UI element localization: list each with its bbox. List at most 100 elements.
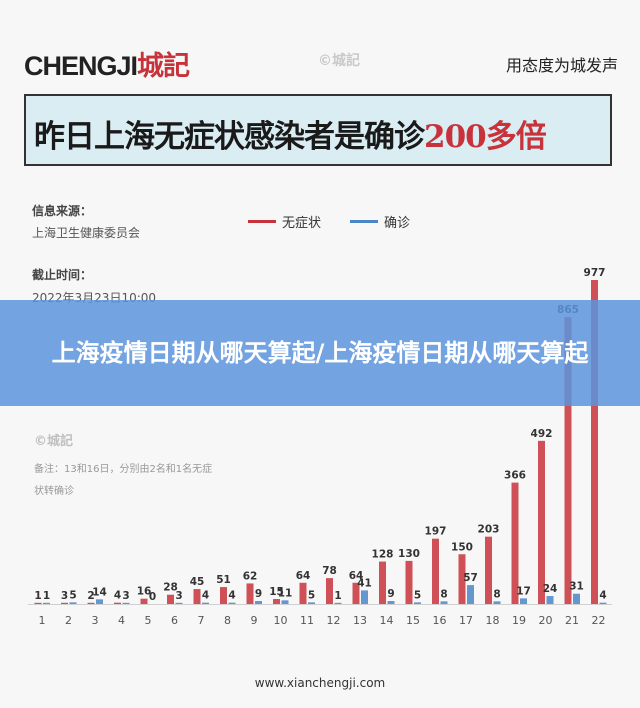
label-asymptomatic-13: 64 (349, 570, 364, 582)
legend-label-asymptomatic: 无症状 (282, 216, 322, 231)
label-asymptomatic-10: 15 (269, 586, 284, 598)
bar-confirmed-12 (334, 602, 342, 604)
bar-confirmed-21 (573, 593, 580, 604)
banner-title: 上海疫情日期从哪天算起/上海疫情日期从哪天算起 (51, 339, 589, 367)
bar-asymptomatic-9 (246, 583, 254, 604)
bar-asymptomatic-14 (379, 561, 386, 604)
bar-asymptomatic-4 (114, 602, 121, 604)
bar-confirmed-2 (69, 602, 77, 604)
bar-confirmed-19 (520, 598, 527, 604)
label-asymptomatic-8: 51 (216, 574, 231, 586)
bar-asymptomatic-10 (273, 599, 280, 604)
label-confirmed-6: 3 (175, 590, 182, 602)
label-confirmed-18: 8 (493, 588, 500, 600)
bar-confirmed-22 (599, 602, 607, 604)
bar-asymptomatic-3 (87, 602, 95, 604)
x-tick-3: 3 (92, 614, 99, 627)
watermark-top: ©城記 (318, 50, 360, 70)
x-tick-9: 9 (251, 614, 258, 627)
bar-asymptomatic-15 (405, 560, 413, 604)
label-asymptomatic-16: 197 (425, 526, 447, 538)
bar-confirmed-6 (175, 602, 183, 604)
label-confirmed-20: 24 (543, 583, 558, 595)
bar-confirmed-4 (122, 602, 130, 604)
label-confirmed-16: 8 (440, 588, 447, 600)
label-asymptomatic-7: 45 (190, 576, 205, 588)
x-tick-22: 22 (592, 614, 606, 627)
headline-box: 昨日上海无症状感染者是确诊200多倍 (24, 94, 612, 166)
source-value: 上海卫生健康委员会 (32, 226, 141, 240)
label-asymptomatic-2: 3 (61, 590, 68, 602)
source-label: 信息来源： (32, 204, 93, 218)
label-confirmed-2: 5 (69, 589, 76, 601)
label-asymptomatic-18: 203 (478, 524, 500, 536)
label-confirmed-5: 0 (149, 591, 156, 603)
bar-confirmed-14 (387, 601, 395, 604)
x-tick-19: 19 (512, 614, 526, 627)
bar-asymptomatic-17 (458, 554, 466, 604)
label-asymptomatic-11: 64 (296, 570, 311, 582)
label-asymptomatic-22: 977 (584, 267, 606, 279)
watermark-middle: ©城記 (34, 430, 73, 449)
label-confirmed-14: 9 (387, 588, 394, 600)
time-label: 截止时间： (32, 268, 93, 282)
bar-confirmed-8 (228, 602, 236, 604)
x-tick-11: 11 (300, 614, 314, 627)
bar-asymptomatic-16 (432, 538, 439, 604)
bar-confirmed-17 (467, 585, 474, 604)
legend-swatch-confirmed (350, 220, 378, 223)
bar-confirmed-13 (361, 590, 368, 604)
x-tick-2: 2 (65, 614, 72, 627)
bar-asymptomatic-7 (193, 589, 201, 604)
bar-asymptomatic-21 (564, 317, 572, 604)
label-confirmed-9: 9 (255, 588, 262, 600)
label-confirmed-1: 1 (43, 590, 50, 602)
label-confirmed-8: 4 (228, 590, 235, 602)
bar-confirmed-7 (202, 602, 209, 604)
label-confirmed-13: 41 (357, 577, 372, 589)
label-confirmed-22: 4 (599, 590, 606, 602)
label-asymptomatic-12: 78 (322, 565, 337, 577)
label-asymptomatic-19: 366 (504, 470, 526, 482)
headline: 昨日上海无症状感染者是确诊200多倍 (34, 111, 547, 156)
bar-asymptomatic-22 (591, 280, 598, 604)
bar-asymptomatic-8 (220, 587, 227, 604)
bar-confirmed-10 (281, 600, 289, 604)
bar-confirmed-15 (414, 602, 421, 604)
label-confirmed-11: 5 (308, 589, 315, 601)
bar-confirmed-20 (546, 596, 554, 604)
x-tick-6: 6 (171, 614, 178, 627)
label-asymptomatic-20: 492 (531, 428, 553, 440)
title-banner: 上海疫情日期从哪天算起/上海疫情日期从哪天算起 (0, 300, 640, 406)
x-tick-5: 5 (145, 614, 152, 627)
bar-confirmed-9 (255, 601, 262, 604)
legend-asymptomatic: 无症状 (248, 212, 321, 231)
label-confirmed-15: 5 (414, 589, 421, 601)
bar-asymptomatic-12 (326, 578, 333, 604)
x-tick-21: 21 (565, 614, 579, 627)
x-tick-1: 1 (39, 614, 46, 627)
label-confirmed-17: 57 (463, 572, 478, 584)
label-asymptomatic-4: 4 (114, 590, 121, 602)
x-tick-18: 18 (486, 614, 500, 627)
x-tick-12: 12 (327, 614, 341, 627)
bar-asymptomatic-11 (299, 582, 307, 604)
bar-asymptomatic-1 (34, 602, 42, 604)
bar-asymptomatic-13 (352, 582, 360, 604)
label-confirmed-12: 1 (334, 590, 341, 602)
label-confirmed-3: 14 (92, 586, 107, 598)
watermark-icon: © (318, 53, 332, 69)
headline-text: 昨日上海无症状感染者是确诊 (34, 119, 425, 155)
chart-note: 备注：13和16日，分别由2名和1名无症状转确诊 (34, 464, 213, 497)
x-tick-10: 10 (274, 614, 288, 627)
brand-logo: CHENGJI城記 (24, 44, 190, 83)
x-tick-13: 13 (353, 614, 367, 627)
label-confirmed-4: 3 (122, 590, 129, 602)
x-tick-20: 20 (539, 614, 553, 627)
watermark-text: 城記 (47, 434, 74, 449)
label-asymptomatic-17: 150 (451, 541, 473, 553)
bar-asymptomatic-18 (485, 536, 492, 604)
legend-confirmed: 确诊 (350, 212, 410, 231)
footer-url: www.xianchengji.com (254, 676, 386, 690)
